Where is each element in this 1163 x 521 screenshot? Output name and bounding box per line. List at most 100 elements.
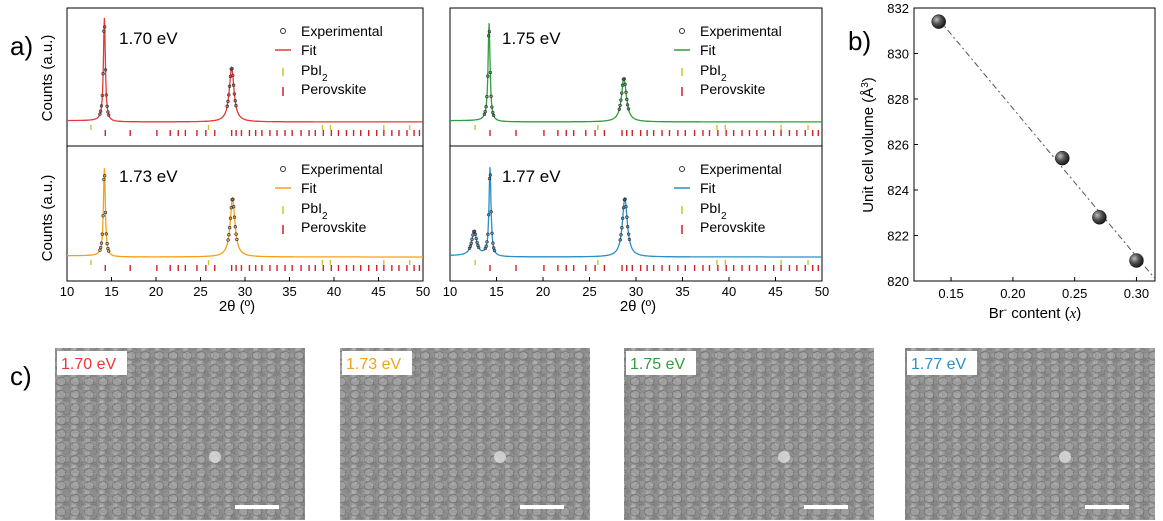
exp-point xyxy=(226,238,230,242)
fit-line xyxy=(67,168,423,258)
scale-bar xyxy=(804,505,848,509)
fit-line xyxy=(67,17,423,123)
sem-label-bg xyxy=(57,351,127,375)
exp-point xyxy=(491,110,495,115)
exp-point xyxy=(486,34,491,38)
exp-point xyxy=(103,174,107,178)
exp-point xyxy=(490,231,494,235)
legend-experimental-marker xyxy=(679,28,685,34)
x-tick-label: 30 xyxy=(629,284,643,299)
x-tick-label: 35 xyxy=(675,284,689,299)
legend-perovskite: Perovskite xyxy=(700,81,766,97)
x-tick-label: 45 xyxy=(768,284,782,299)
legend-fit: Fit xyxy=(700,42,716,58)
x-tick-label: 45 xyxy=(371,284,385,299)
exp-point xyxy=(488,173,493,177)
xrd-panels: 1.70 eV ExperimentalFitPbI2Perovskite1.75… xyxy=(60,7,829,299)
energy-label: 1.70 eV xyxy=(119,29,178,48)
sem-label: 1.70 eV xyxy=(61,356,116,373)
b-data-point xyxy=(931,14,946,29)
sem-bright-grain xyxy=(494,451,506,463)
b-frame xyxy=(913,7,1156,282)
legend-pbi2-subscript: 2 xyxy=(721,211,727,222)
exp-point xyxy=(625,97,629,102)
b-ylabel: Unit cell volume (Å3) xyxy=(860,77,878,213)
exp-point xyxy=(484,244,488,248)
legend-experimental: Experimental xyxy=(700,23,782,39)
reflection-ticks xyxy=(474,260,819,271)
exp-point xyxy=(235,237,239,242)
b-fit-line xyxy=(938,19,1156,280)
exp-point xyxy=(100,232,104,236)
sem-label: 1.73 eV xyxy=(346,356,401,373)
exp-point xyxy=(624,205,628,209)
exp-point xyxy=(618,103,622,108)
sem-bright-grain xyxy=(209,451,221,463)
x-tick-label: 20 xyxy=(536,284,550,299)
exp-point xyxy=(623,197,627,201)
exp-point xyxy=(489,94,493,98)
exp-point xyxy=(231,73,235,78)
exp-point xyxy=(105,242,109,246)
sem-label-bg xyxy=(907,351,977,375)
exp-point xyxy=(620,226,624,230)
x-tick-label: 10 xyxy=(60,284,74,299)
exp-point xyxy=(99,241,104,245)
b-data-point xyxy=(1055,150,1070,166)
x-tick-label: 40 xyxy=(722,284,736,299)
legend-experimental-marker xyxy=(280,166,286,172)
exp-point xyxy=(483,109,487,114)
exp-point xyxy=(488,70,492,75)
fit-line xyxy=(450,167,822,258)
exp-point xyxy=(105,104,109,108)
exp-point xyxy=(487,213,491,217)
exp-point xyxy=(487,29,492,34)
exp-point xyxy=(99,245,103,250)
b-ytick-label: 832 xyxy=(887,1,909,16)
experimental-points xyxy=(98,174,239,253)
exp-point xyxy=(472,229,477,233)
exp-point xyxy=(99,109,103,113)
legend-fit: Fit xyxy=(301,180,317,196)
exp-point xyxy=(469,241,473,245)
exp-point xyxy=(486,232,490,236)
experimental-points xyxy=(482,29,631,118)
sem-label: 1.77 eV xyxy=(911,356,966,373)
exp-point xyxy=(620,91,624,95)
exp-point xyxy=(104,232,108,236)
b-xtick-label: 0.15 xyxy=(938,286,963,301)
exp-point xyxy=(227,93,231,97)
sem-image-1: 1.70 eV xyxy=(55,348,305,520)
b-xtick-label: 0.30 xyxy=(1124,286,1149,301)
exp-point xyxy=(227,84,232,88)
exp-point xyxy=(477,245,481,250)
exp-point xyxy=(231,197,235,201)
exp-point xyxy=(107,113,111,117)
exp-point xyxy=(470,237,474,242)
b-ytick-label: 828 xyxy=(887,92,909,107)
energy-label: 1.73 eV xyxy=(119,167,178,186)
exp-point xyxy=(474,236,478,241)
xrd-ylabel-bottom: Counts (a.u.) xyxy=(39,175,56,262)
exp-point xyxy=(484,105,488,109)
exp-point xyxy=(624,90,628,94)
b-ytick-label: 830 xyxy=(887,47,909,62)
exp-point xyxy=(103,68,108,72)
exp-point xyxy=(473,232,478,236)
x-tick-label: 25 xyxy=(193,284,207,299)
exp-point xyxy=(486,74,490,78)
exp-point xyxy=(492,248,497,253)
legend-pbi2-subscript: 2 xyxy=(322,211,328,222)
exp-point xyxy=(230,67,234,71)
b-xlabel: Br- content (x) xyxy=(989,305,1082,323)
exp-point xyxy=(99,104,104,108)
exp-point xyxy=(625,215,629,219)
x-tick-label: 20 xyxy=(149,284,163,299)
exp-point xyxy=(619,98,623,102)
